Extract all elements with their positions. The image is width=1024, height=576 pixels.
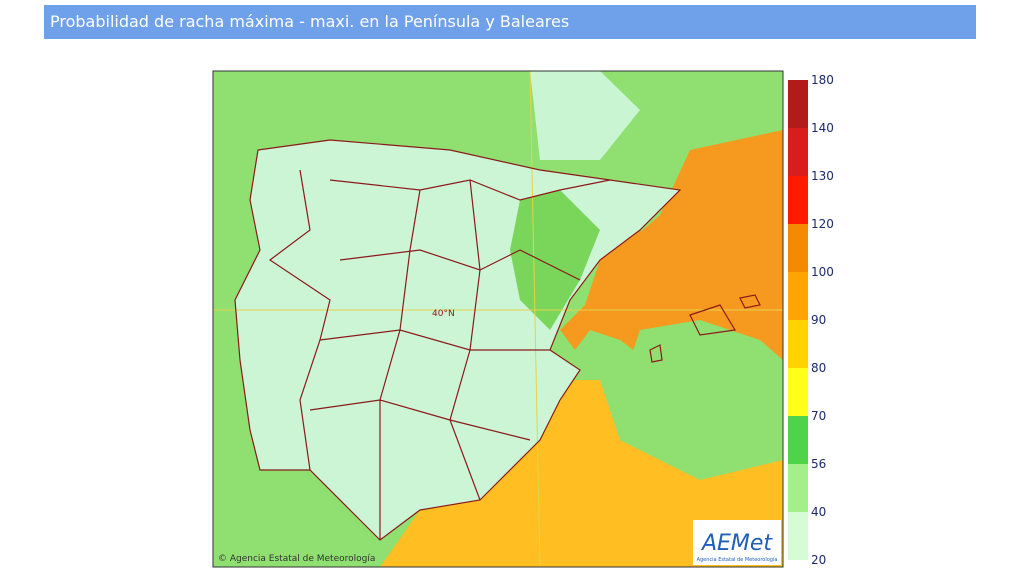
legend-label: 56 <box>811 457 826 471</box>
legend-band <box>788 512 808 560</box>
legend-band <box>788 320 808 368</box>
legend: 180 140 130 120 100 90 80 70 56 40 20 <box>788 73 834 567</box>
legend-band <box>788 368 808 416</box>
legend-band <box>788 176 808 224</box>
borders <box>234 139 761 541</box>
legend-label: 120 <box>811 217 834 231</box>
legend-label: 140 <box>811 121 834 135</box>
legend-band <box>788 80 808 128</box>
legend-band <box>788 128 808 176</box>
legend-band <box>788 272 808 320</box>
land-moderate <box>510 190 600 330</box>
legend-label: 130 <box>811 169 834 183</box>
sea-calm <box>530 71 640 160</box>
legend-band <box>788 224 808 272</box>
legend-label: 20 <box>811 553 826 567</box>
logo: AEMet <box>700 531 773 556</box>
latitude-label: 40°N <box>432 309 455 319</box>
legend-band <box>788 416 808 464</box>
legend-band <box>788 464 808 512</box>
logo-box <box>693 520 781 565</box>
legend-label: 90 <box>811 313 826 327</box>
sea-south <box>380 380 783 567</box>
legend-label: 70 <box>811 409 826 423</box>
legend-label: 180 <box>811 73 834 87</box>
copyright: © Agencia Estatal de Meteorología <box>218 554 375 564</box>
logo-subtitle: Agencia Estatal de Meteorología <box>697 556 778 563</box>
legend-label: 80 <box>811 361 826 375</box>
legend-label: 100 <box>811 265 834 279</box>
legend-label: 40 <box>811 505 826 519</box>
land-high <box>580 230 660 320</box>
sea-moderate <box>620 320 783 470</box>
title-bar: Probabilidad de racha máxima - maxi. en … <box>44 5 976 39</box>
map-frame <box>212 70 784 568</box>
map-layer <box>213 71 783 567</box>
longitude-line <box>529 71 541 567</box>
